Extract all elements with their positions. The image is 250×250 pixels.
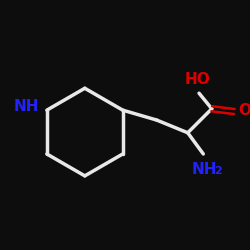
Text: NH: NH [14,99,39,114]
Text: 2: 2 [214,166,222,176]
Text: O: O [238,103,250,118]
Text: HO: HO [185,72,210,87]
Text: NH: NH [192,162,218,178]
